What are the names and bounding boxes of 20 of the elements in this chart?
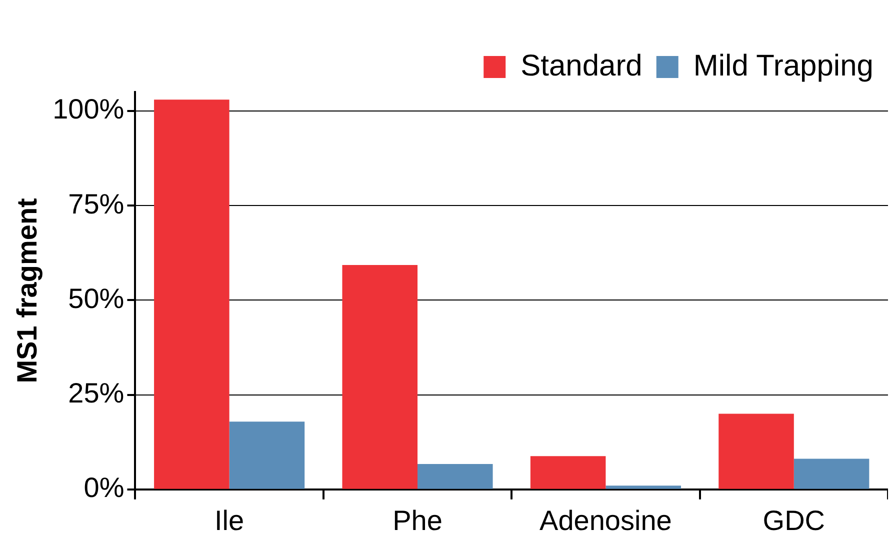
bar <box>718 414 794 489</box>
bar <box>794 458 870 489</box>
bar <box>530 456 606 489</box>
bar <box>606 486 681 489</box>
y-tick-label: 75% <box>68 188 124 220</box>
bar <box>229 422 305 489</box>
legend-label: Standard <box>520 49 642 82</box>
y-tick-label: 0% <box>84 472 124 504</box>
x-tick-label: Adenosine <box>540 504 672 536</box>
y-tick-label: 25% <box>68 378 124 408</box>
y-axis-title: MS1 fragment <box>12 198 43 384</box>
bar <box>342 264 418 489</box>
y-tick-label: 100% <box>52 94 124 125</box>
bar <box>154 100 230 489</box>
x-tick-label: GDC <box>762 504 826 536</box>
x-tick-label: Phe <box>392 504 442 536</box>
y-tick-label: 50% <box>68 282 124 314</box>
legend-label: Mild Trapping <box>693 49 874 82</box>
bar <box>418 464 493 489</box>
x-tick-label: Ile <box>214 504 244 536</box>
